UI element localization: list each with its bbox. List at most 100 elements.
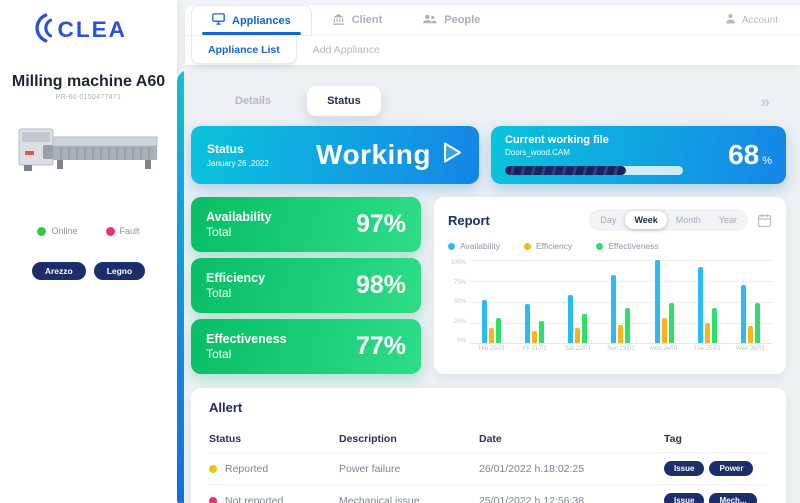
play-icon bbox=[441, 140, 463, 170]
alert-status-dot bbox=[209, 496, 217, 503]
availability-card: Availability Total 97% bbox=[191, 197, 421, 252]
report-card: Report Day Week Month Year Availability bbox=[434, 197, 786, 374]
chart-bar-group: Thu 20/01 bbox=[478, 260, 505, 352]
file-progress-fill bbox=[505, 166, 627, 175]
chevron-double-right-icon[interactable]: » bbox=[760, 92, 771, 111]
chart-bar bbox=[489, 328, 495, 343]
range-toggle: Day Week Month Year bbox=[589, 209, 748, 231]
machine-status-legend: Online Fault bbox=[37, 226, 140, 236]
working-file-title: Current working file bbox=[505, 134, 609, 146]
chart-bar bbox=[740, 284, 746, 343]
logo-text: CLEA bbox=[57, 17, 126, 42]
clea-logo: CLEA bbox=[30, 10, 148, 51]
fault-label: Fault bbox=[119, 226, 140, 236]
alert-description: Power failure bbox=[339, 462, 401, 475]
working-file-card: Current working file Doors_wood.CAM 68 % bbox=[491, 126, 786, 184]
machine-name: Milling machine A60 bbox=[11, 73, 166, 90]
tag-legno: Legno bbox=[93, 262, 146, 280]
metrics-column: Availability Total 97% Efficiency Total … bbox=[191, 197, 421, 374]
effectiveness-subtitle: Total bbox=[206, 347, 232, 361]
legend-efficiency-dot bbox=[524, 242, 532, 250]
chart-bar bbox=[539, 321, 545, 343]
sidebar: CLEA Milling machine A60 PR-60 015047747… bbox=[0, 0, 177, 503]
file-progress-bar bbox=[505, 166, 683, 175]
alert-table-body: Reported Power failure 26/01/2022 h.18:02:… bbox=[209, 453, 768, 503]
chart-x-label: Tue 25/01 bbox=[693, 346, 721, 352]
alert-title: Allert bbox=[209, 400, 243, 415]
range-option-day[interactable]: Day bbox=[600, 215, 617, 225]
legend-effectiveness-label: Effectiveness bbox=[608, 241, 659, 251]
availability-subtitle: Total bbox=[206, 225, 232, 239]
alert-tags: Issue Power bbox=[664, 461, 768, 476]
legend-effectiveness-dot bbox=[596, 242, 604, 250]
alert-row: Reported Power failure 26/01/2022 h.18:02:… bbox=[209, 453, 768, 485]
chart-bar bbox=[668, 303, 674, 343]
tab-people-label: People bbox=[444, 14, 481, 26]
tab-people[interactable]: People bbox=[402, 5, 500, 35]
subtab-appliance-list-label: Appliance List bbox=[208, 43, 280, 56]
legend-efficiency: Efficiency bbox=[524, 241, 572, 251]
calendar-icon[interactable] bbox=[757, 213, 772, 228]
availability-card-text: Availability Total bbox=[206, 210, 272, 239]
chart-bar bbox=[704, 323, 710, 343]
online-legend-item: Online bbox=[37, 226, 78, 236]
tab-client-label: Client bbox=[351, 14, 383, 26]
chart-plot: Thu 20/01 Fri 21/01 Sat 22/01 Sun 23/01 Mon … bbox=[470, 260, 772, 352]
chart-bar-group: Wed 26/01 bbox=[736, 260, 765, 352]
alert-tags: Issue Mech... bbox=[664, 493, 768, 503]
alert-tag-chip: Power bbox=[709, 461, 754, 476]
alert-row: Not reported Mechanical issue 25/01/2022 h… bbox=[209, 485, 768, 503]
subtab-add-appliance-label: Add Appliance bbox=[312, 44, 380, 56]
tab-client[interactable]: Client bbox=[312, 5, 403, 35]
status-card-title: Status bbox=[207, 142, 244, 156]
status-card-text: Status January 26 ,2022 bbox=[207, 142, 269, 168]
tab-appliances[interactable]: Appliances bbox=[191, 5, 312, 35]
range-option-week[interactable]: Week bbox=[625, 211, 667, 229]
report-title: Report bbox=[448, 212, 490, 228]
tab-appliances-label: Appliances bbox=[232, 14, 291, 27]
subtab-add-appliance[interactable]: Add Appliance bbox=[297, 36, 396, 64]
monitor-icon bbox=[212, 13, 225, 28]
report-header: Report Day Week Month Year bbox=[448, 209, 772, 231]
alert-status-cell: Reported bbox=[209, 463, 339, 475]
chart-bar bbox=[568, 294, 574, 343]
alert-table-header: Status Description Date Tag bbox=[209, 425, 768, 453]
tab-details-label: Details bbox=[235, 95, 272, 107]
tab-details[interactable]: Details bbox=[215, 86, 291, 116]
chart-bar-group: Sat 22/01 bbox=[565, 260, 591, 352]
top-navigation: Appliances Client bbox=[185, 5, 800, 65]
tab-status[interactable]: Status bbox=[307, 86, 381, 116]
machine-image bbox=[13, 117, 165, 184]
chart-bar-group: Mon 24/01 bbox=[650, 260, 678, 352]
file-progress-unit: % bbox=[762, 155, 772, 167]
chart-x-label: Sun 23/01 bbox=[607, 346, 635, 352]
alert-card: Allert Status Description Date Tag Repor… bbox=[191, 388, 786, 503]
legend-efficiency-label: Efficiency bbox=[536, 241, 573, 251]
alert-status-label: Not reported bbox=[225, 494, 284, 503]
account-label: Account bbox=[741, 14, 778, 26]
chart-legend: Availability Efficiency Effectiveness bbox=[448, 241, 772, 251]
status-card-date: January 26 ,2022 bbox=[207, 159, 269, 168]
account-menu[interactable]: Account bbox=[725, 5, 800, 35]
chart-bar bbox=[711, 308, 717, 343]
chart-bar bbox=[661, 318, 667, 343]
fault-legend-item: Fault bbox=[105, 226, 140, 236]
range-option-month[interactable]: Month bbox=[675, 215, 701, 225]
alert-tag-chip: Issue bbox=[664, 461, 705, 476]
view-tabs: Details Status bbox=[215, 86, 381, 116]
machine-tags: Arezzo Legno bbox=[31, 262, 146, 280]
machine-serial: PR-60 0150477471 bbox=[55, 94, 122, 101]
range-option-year[interactable]: Year bbox=[718, 215, 737, 225]
col-tag: Tag bbox=[664, 433, 682, 445]
chart-bar bbox=[482, 299, 488, 343]
chart-x-label: Sat 22/01 bbox=[565, 346, 591, 352]
chart-bar-group: Sun 23/01 bbox=[607, 260, 635, 352]
alert-date: 26/01/2022 h.18:02:25 bbox=[479, 462, 585, 475]
alert-tag-chip: Issue bbox=[664, 493, 705, 503]
subtab-appliance-list[interactable]: Appliance List bbox=[191, 36, 297, 64]
legend-effectiveness: Effectiveness bbox=[596, 241, 659, 251]
chart-bar bbox=[496, 318, 502, 343]
chart-bar bbox=[575, 328, 581, 343]
accent-edge-strip bbox=[177, 70, 184, 503]
chart-bar bbox=[611, 274, 617, 343]
